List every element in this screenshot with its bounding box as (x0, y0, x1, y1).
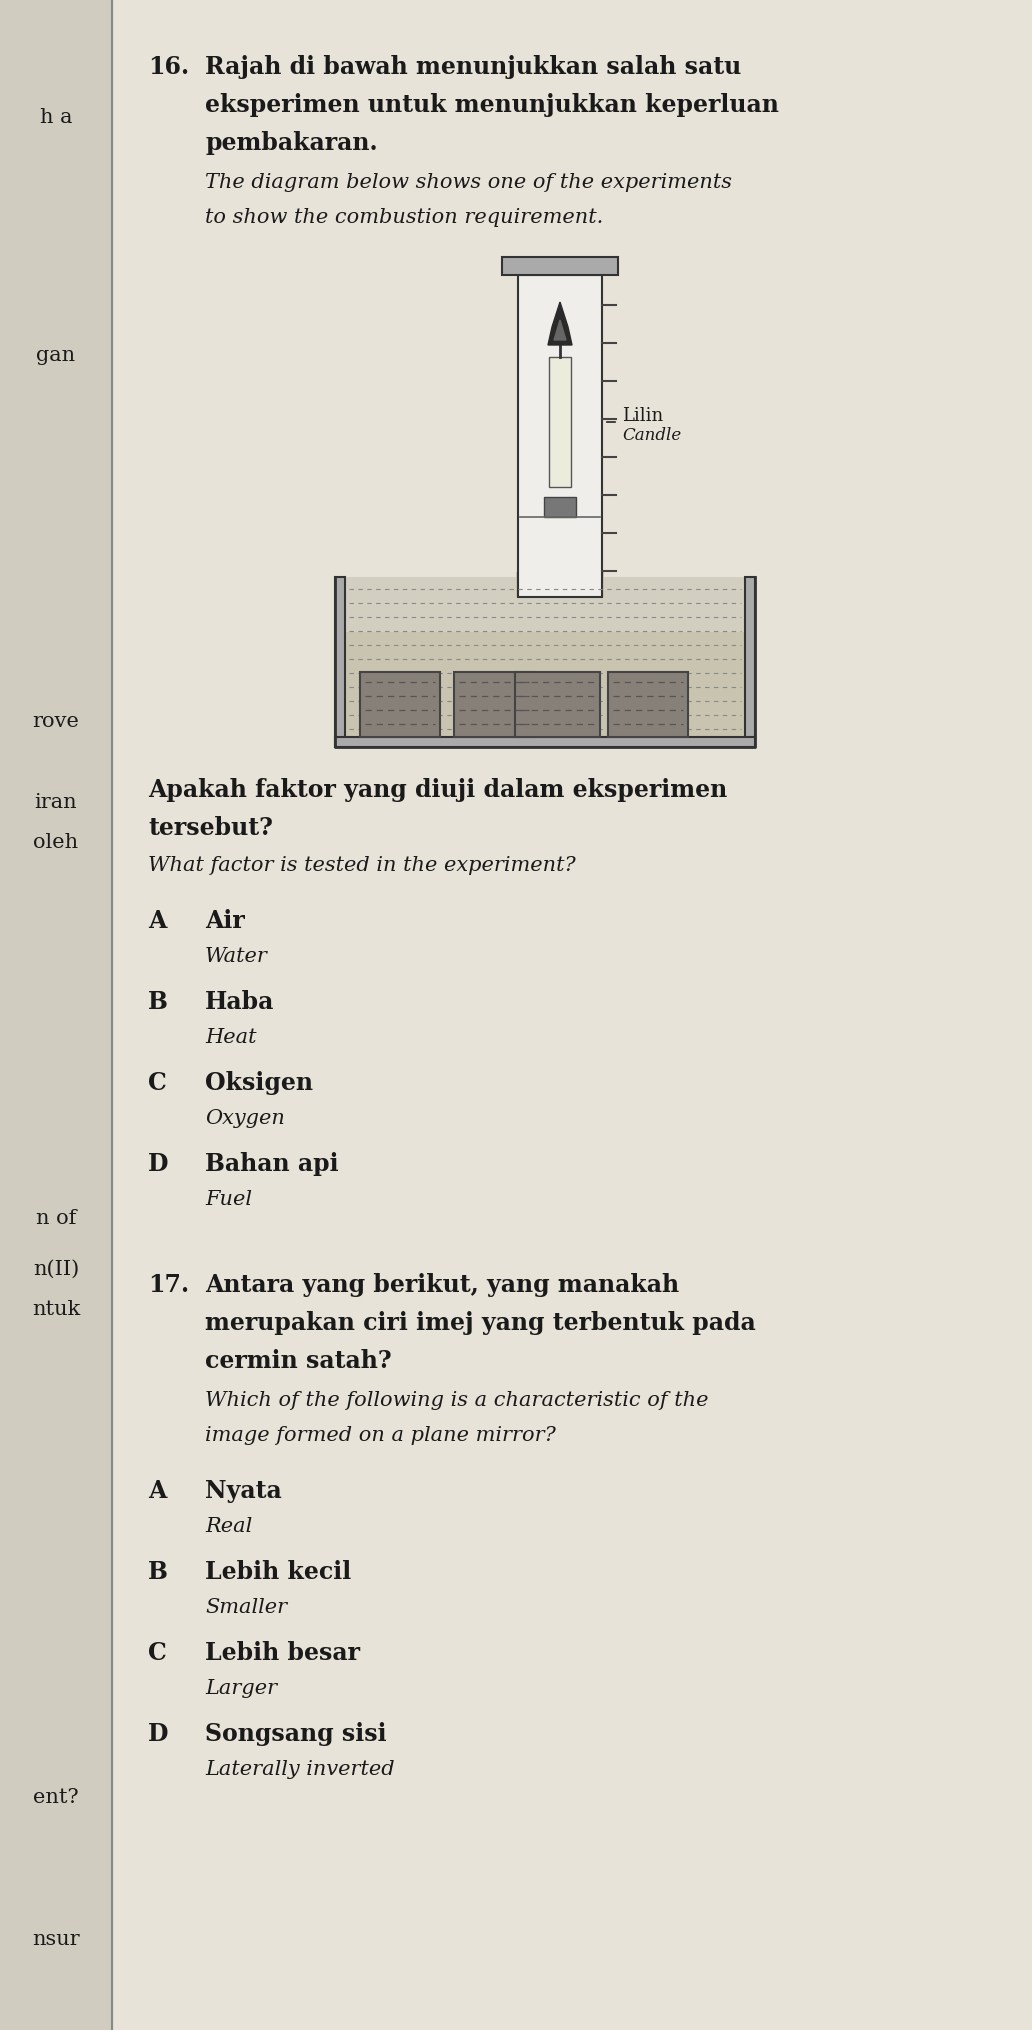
Text: Rajah di bawah menunjukkan salah satu: Rajah di bawah menunjukkan salah satu (205, 55, 741, 79)
Bar (335, 737, 755, 747)
Text: C: C (148, 1640, 167, 1665)
Text: n(II): n(II) (33, 1259, 79, 1279)
Text: Real: Real (205, 1516, 252, 1535)
Text: Antara yang berikut, yang manakah: Antara yang berikut, yang manakah (205, 1273, 679, 1297)
Bar (549, 357, 571, 487)
Bar (608, 672, 688, 737)
Text: A: A (148, 1478, 166, 1502)
Text: image formed on a plane mirror?: image formed on a plane mirror? (205, 1425, 556, 1443)
Text: eksperimen untuk menunjukkan keperluan: eksperimen untuk menunjukkan keperluan (205, 93, 779, 118)
Text: gan: gan (36, 345, 75, 365)
Text: Larger: Larger (205, 1679, 278, 1697)
Bar (0, 0, 112, 2030)
Text: oleh: oleh (33, 832, 78, 853)
Text: merupakan ciri imej yang terbentuk pada: merupakan ciri imej yang terbentuk pada (205, 1309, 755, 1334)
Text: to show the combustion requirement.: to show the combustion requirement. (205, 207, 604, 227)
Text: pembakaran.: pembakaran. (205, 132, 378, 154)
Text: A: A (148, 909, 166, 932)
Polygon shape (554, 321, 566, 341)
Text: Lebih kecil: Lebih kecil (205, 1559, 351, 1583)
Text: Songsang sisi: Songsang sisi (205, 1721, 387, 1746)
Text: Haba: Haba (205, 989, 275, 1013)
Text: 16.: 16. (148, 55, 189, 79)
Text: h a: h a (40, 108, 72, 128)
Text: D: D (148, 1721, 168, 1746)
Text: Heat: Heat (205, 1027, 257, 1047)
Text: Oksigen: Oksigen (205, 1070, 313, 1094)
Bar (345, 579, 745, 633)
Text: Laterally inverted: Laterally inverted (205, 1760, 394, 1778)
Text: tersebut?: tersebut? (148, 816, 273, 840)
Text: B: B (148, 989, 168, 1013)
Text: ntuk: ntuk (32, 1299, 80, 1320)
Bar (360, 672, 440, 737)
Text: Lilin: Lilin (622, 406, 664, 424)
Bar (502, 258, 618, 276)
Text: Water: Water (205, 946, 268, 966)
Text: Air: Air (205, 909, 245, 932)
Text: Fuel: Fuel (205, 1190, 252, 1208)
Text: rove: rove (33, 710, 79, 731)
Text: Oxygen: Oxygen (205, 1108, 285, 1127)
Text: Nyata: Nyata (205, 1478, 282, 1502)
Text: 17.: 17. (148, 1273, 189, 1297)
Bar (544, 497, 576, 518)
Text: Lebih besar: Lebih besar (205, 1640, 360, 1665)
Bar (518, 276, 602, 597)
Text: cermin satah?: cermin satah? (205, 1348, 392, 1372)
Text: nsur: nsur (32, 1928, 79, 1949)
Bar (454, 672, 534, 737)
Text: n of: n of (36, 1208, 76, 1228)
Text: Apakah faktor yang diuji dalam eksperimen: Apakah faktor yang diuji dalam eksperime… (148, 777, 728, 802)
Text: B: B (148, 1559, 168, 1583)
Text: The diagram below shows one of the experiments: The diagram below shows one of the exper… (205, 173, 732, 193)
Text: D: D (148, 1151, 168, 1175)
Bar (335, 579, 755, 747)
Text: Which of the following is a characteristic of the: Which of the following is a characterist… (205, 1391, 709, 1409)
Text: What factor is tested in the experiment?: What factor is tested in the experiment? (148, 855, 576, 875)
Bar (515, 672, 600, 737)
Polygon shape (548, 302, 572, 345)
Text: iran: iran (35, 792, 77, 812)
Bar (516, 572, 604, 597)
Bar (335, 579, 345, 747)
Text: Smaller: Smaller (205, 1598, 287, 1616)
Text: Bahan api: Bahan api (205, 1151, 338, 1175)
Bar (745, 579, 755, 747)
Text: ent?: ent? (33, 1786, 78, 1807)
Text: C: C (148, 1070, 167, 1094)
Text: Candle: Candle (622, 426, 681, 445)
